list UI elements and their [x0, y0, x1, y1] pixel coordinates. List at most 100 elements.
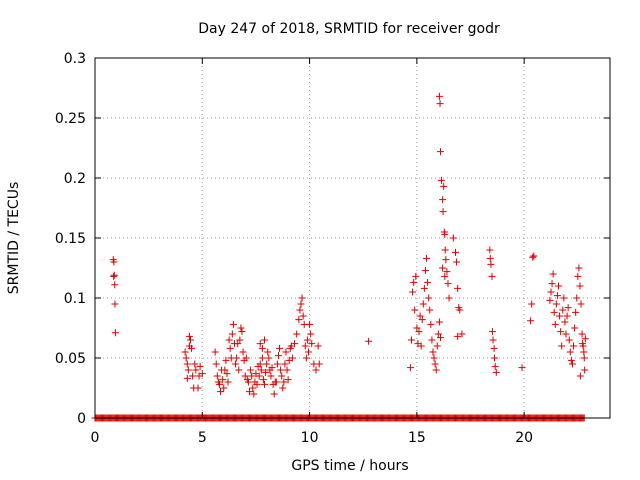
data-point — [306, 320, 314, 328]
x-axis-label: GPS time / hours — [291, 458, 408, 474]
data-point — [273, 360, 281, 368]
data-point — [247, 366, 255, 374]
data-point — [454, 332, 462, 340]
data-point — [572, 308, 580, 316]
data-point — [281, 360, 289, 368]
data-point — [185, 332, 193, 340]
data-point — [315, 360, 323, 368]
data-point — [181, 348, 189, 356]
data-point — [256, 360, 264, 368]
data-point — [440, 182, 448, 190]
data-point — [441, 230, 449, 238]
data-point — [419, 300, 427, 308]
data-point — [111, 281, 119, 289]
data-point — [442, 256, 450, 264]
data-point — [194, 384, 202, 392]
data-point — [562, 330, 570, 338]
data-point — [234, 340, 242, 348]
data-point — [561, 318, 569, 326]
x-tick-label: 15 — [408, 430, 426, 446]
data-point — [438, 176, 446, 184]
data-point — [553, 292, 561, 300]
data-point — [221, 366, 229, 374]
data-point — [225, 336, 233, 344]
data-point — [265, 354, 273, 362]
data-point — [564, 304, 572, 312]
data-point — [441, 246, 449, 254]
data-point — [232, 360, 240, 368]
data-point — [573, 294, 581, 302]
data-point — [274, 352, 282, 360]
data-point — [282, 348, 290, 356]
data-point — [409, 288, 417, 296]
y-tick-label: 0.1 — [64, 291, 86, 307]
data-point — [558, 342, 566, 350]
data-point — [559, 306, 567, 314]
data-point — [445, 294, 453, 302]
data-point — [441, 272, 449, 280]
data-point — [223, 370, 231, 378]
data-point — [456, 306, 464, 314]
x-tick-label: 20 — [515, 430, 533, 446]
data-point — [213, 372, 221, 380]
data-point — [110, 271, 118, 279]
data-point — [192, 366, 200, 374]
data-point — [421, 266, 429, 274]
data-point — [284, 376, 292, 384]
data-point — [182, 354, 190, 362]
data-point — [244, 378, 252, 386]
data-point — [530, 252, 538, 260]
data-point — [408, 336, 416, 344]
data-point — [579, 342, 587, 350]
data-point — [413, 324, 421, 332]
data-point — [110, 272, 118, 280]
data-point — [235, 366, 243, 374]
grid-lines — [95, 58, 610, 418]
data-point — [580, 354, 588, 362]
data-point — [432, 366, 440, 374]
y-tick-label: 0.05 — [55, 351, 86, 367]
data-point — [563, 312, 571, 320]
data-point — [439, 196, 447, 204]
data-point — [303, 336, 311, 344]
data-point — [314, 342, 322, 350]
data-point — [428, 336, 436, 344]
data-point — [278, 372, 286, 380]
data-point — [298, 294, 306, 302]
data-point — [255, 372, 263, 380]
data-point — [578, 330, 586, 338]
data-point — [312, 366, 320, 374]
data-points — [91, 92, 589, 422]
data-point — [283, 366, 291, 374]
data-point — [229, 320, 237, 328]
y-tick-label: 0.3 — [64, 51, 86, 67]
data-point — [264, 348, 272, 356]
data-point — [452, 248, 459, 256]
data-point — [183, 374, 191, 382]
data-point — [574, 272, 582, 280]
data-point — [257, 366, 265, 374]
data-point — [488, 272, 496, 280]
data-point — [492, 368, 500, 376]
data-point — [568, 360, 576, 368]
data-point — [258, 344, 266, 352]
data-point — [577, 300, 585, 308]
data-point — [217, 388, 225, 396]
data-point — [527, 317, 535, 325]
data-point — [297, 300, 305, 308]
data-point — [436, 334, 444, 342]
data-point — [528, 300, 536, 308]
data-point — [435, 92, 443, 100]
data-point — [267, 372, 275, 380]
data-point — [406, 364, 414, 372]
data-point — [279, 384, 287, 392]
data-point — [489, 336, 497, 344]
data-point — [518, 364, 526, 372]
data-point — [288, 354, 296, 362]
data-point — [436, 100, 444, 108]
data-point — [111, 329, 119, 337]
data-point — [429, 348, 437, 356]
data-point — [263, 360, 271, 368]
data-point — [565, 336, 573, 344]
data-point — [433, 342, 441, 350]
